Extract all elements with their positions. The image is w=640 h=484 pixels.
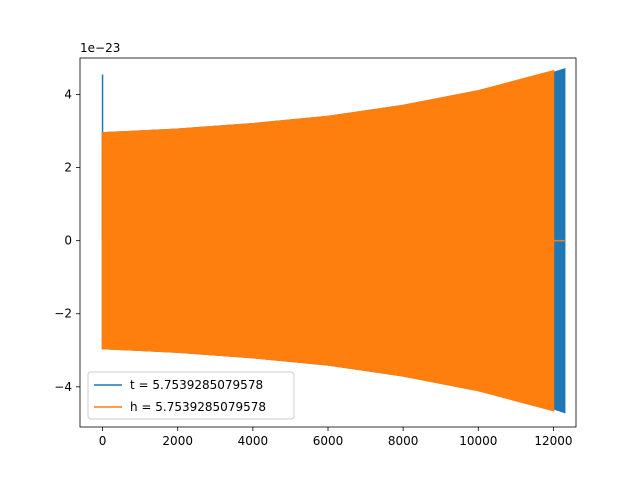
x-tick-label: 6000 [313, 434, 344, 448]
plot-area [101, 67, 566, 414]
x-tick-label: 2000 [162, 434, 193, 448]
legend: t = 5.7539285079578 h = 5.7539285079578 [87, 371, 295, 420]
x-tick-label: 4000 [238, 434, 269, 448]
x-tick-label: 8000 [388, 434, 419, 448]
legend-label-2: h = 5.7539285079578 [130, 400, 266, 414]
series-2-envelope [101, 69, 555, 412]
legend-label-1: t = 5.7539285079578 [130, 378, 263, 392]
x-tick-label: 0 [99, 434, 107, 448]
axes: 0 2000 4000 6000 8000 10000 12000 −4 −2 0 2 4 [54, 57, 577, 448]
y-tick-label: 0 [64, 234, 72, 248]
y-tick-label: −4 [54, 380, 72, 394]
y-tick-label: 4 [64, 88, 72, 102]
x-tick-label: 10000 [459, 434, 497, 448]
y-offset-text: 1e−23 [80, 41, 120, 55]
x-tick-label: 12000 [534, 434, 572, 448]
legend-box [87, 371, 295, 420]
y-tick-label: 2 [64, 161, 72, 175]
y-tick-label: −2 [54, 307, 72, 321]
